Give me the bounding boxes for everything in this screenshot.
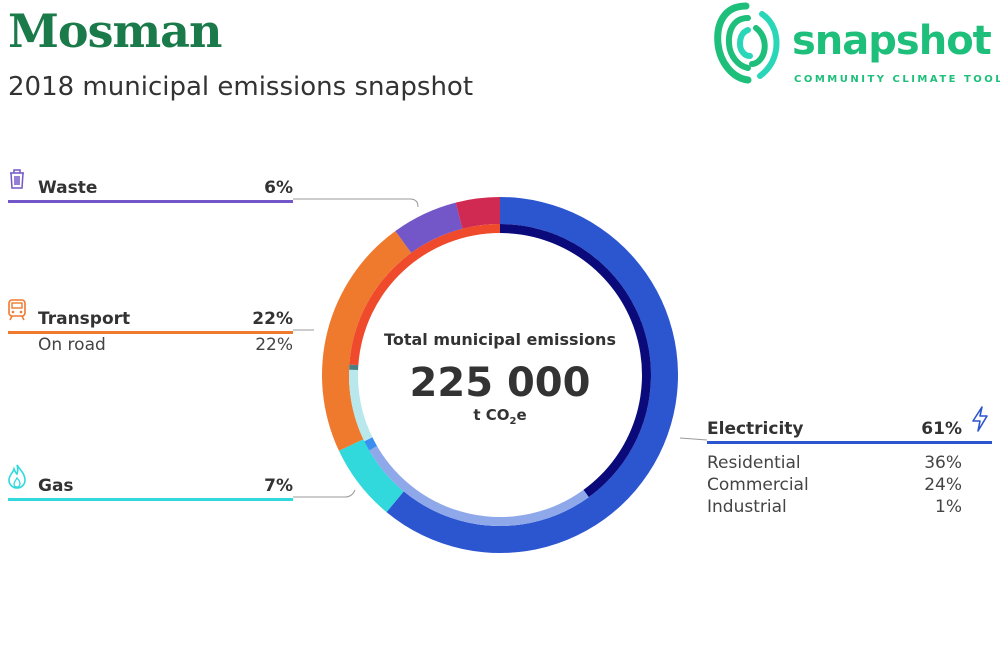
- outer-slice-waste: [395, 202, 463, 253]
- outer-slice-segment-5: [455, 197, 500, 229]
- legend-gas-pct: 7%: [264, 476, 293, 496]
- chart-center-unit: t CO2e: [473, 406, 526, 427]
- legend-transport-rule: [8, 331, 293, 334]
- outer-slice-transport: [322, 230, 412, 451]
- legend-electricity-commercial: Commercial 24%: [707, 475, 962, 495]
- legend-gas-label: Gas: [38, 476, 74, 496]
- chart-center-value: 225 000: [410, 360, 591, 406]
- legend-transport-on-road: On road 22%: [38, 335, 293, 355]
- leader-line-waste: [293, 198, 419, 208]
- leader-lines: [293, 198, 708, 498]
- legend-electricity-residential: Residential 36%: [707, 453, 962, 473]
- legend-waste-pct: 6%: [264, 178, 293, 198]
- legend-transport-pct: 22%: [252, 309, 293, 329]
- chart-center-label: Total municipal emissions: [384, 330, 616, 349]
- lightning-icon: [972, 406, 988, 432]
- outer-slice-gas: [338, 439, 404, 513]
- logo-tagline: COMMUNITY CLIMATE TOOL: [794, 74, 1000, 85]
- outer-slice-electricity: [386, 197, 678, 553]
- inner-ring: [348, 224, 651, 526]
- logo-wordmark: snapshot: [792, 18, 992, 64]
- legend-electricity-pct: 61%: [921, 419, 962, 439]
- legend-gas-rule: [8, 498, 293, 501]
- page-title: Mosman: [8, 4, 222, 58]
- leader-line-gas: [293, 489, 356, 498]
- inner-slice-segment-5: [349, 364, 359, 371]
- page-subtitle: 2018 municipal emissions snapshot: [8, 72, 474, 102]
- outer-ring: [322, 197, 678, 553]
- legend-transport-label: Transport: [38, 309, 131, 329]
- legend-waste: Waste 6%: [8, 174, 293, 203]
- legend-electricity: Electricity 61% Residential 36% Commercial…: [707, 415, 992, 518]
- trash-icon: [10, 169, 24, 189]
- leader-line-electricity: [679, 437, 708, 441]
- legend-electricity-rule: [707, 441, 992, 444]
- legend-electricity-industrial: Industrial 1%: [707, 497, 962, 517]
- legend-waste-label: Waste: [38, 178, 98, 198]
- inner-slice-segment-4: [348, 369, 373, 442]
- flame-icon: [8, 464, 26, 489]
- legend-waste-rule: [8, 200, 293, 203]
- inner-slice-industrial: [364, 437, 378, 451]
- train-icon: [8, 299, 26, 321]
- legend-gas: Gas 7%: [8, 472, 293, 501]
- snapshot-logo-icon: [714, 2, 780, 84]
- inner-slice-on-road: [349, 224, 500, 366]
- snapshot-logo: snapshot COMMUNITY CLIMATE TOOL: [712, 0, 1000, 90]
- legend-transport: Transport 22% On road 22%: [8, 305, 293, 356]
- legend-electricity-label: Electricity: [707, 419, 804, 439]
